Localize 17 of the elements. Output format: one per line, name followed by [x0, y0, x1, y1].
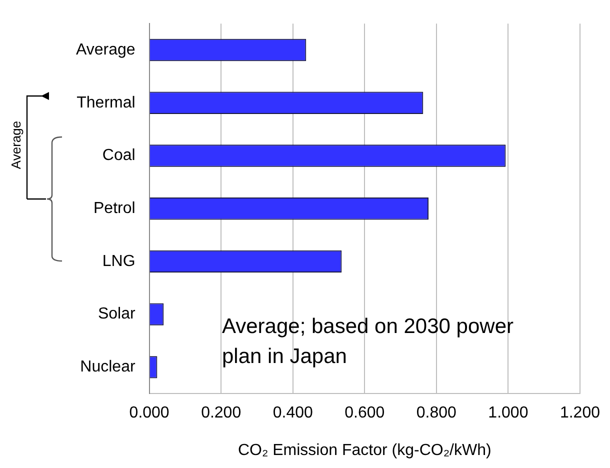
text: Average — [8, 120, 24, 170]
y-tick-label: LNG — [102, 252, 136, 270]
x-axis-title: CO₂ Emission Factor (kg-CO₂/kWh) — [238, 442, 492, 459]
x-tick-label: 0.200 — [201, 404, 242, 422]
x-tick-label: 0.800 — [416, 404, 457, 422]
y-tick-label: Average — [76, 41, 136, 58]
x-tick-label: 1.200 — [560, 404, 600, 422]
y-tick-label: Solar — [98, 306, 136, 323]
y-tick-label: Thermal — [76, 94, 136, 112]
annotation: Average; based on 2030 power plan in Japan — [222, 314, 514, 370]
x-tick-label: 1.000 — [488, 404, 528, 422]
x-tick-label: 0.000 — [129, 404, 170, 422]
x-tick-label: 0.400 — [272, 404, 313, 422]
y-tick-label: Nuclear — [80, 358, 136, 376]
x-tick-label: 0.600 — [344, 404, 385, 422]
y-tick-label: Petrol — [94, 200, 136, 218]
y-tick-label: Coal — [102, 147, 136, 164]
